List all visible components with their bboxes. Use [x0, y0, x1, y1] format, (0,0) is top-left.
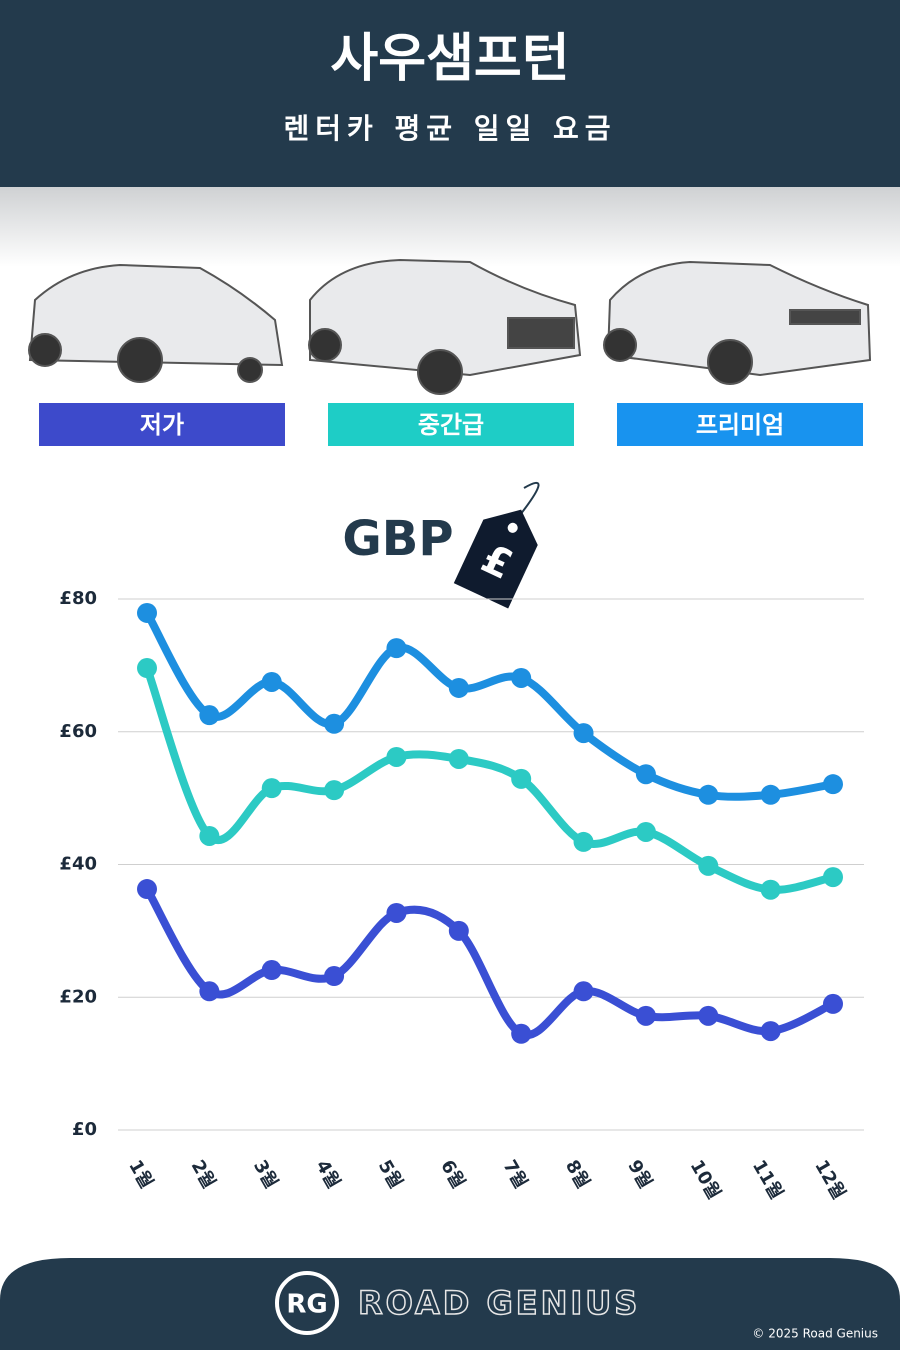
- subtitle: 렌터카 평균 일일 요금: [283, 112, 616, 145]
- data-point: [199, 705, 220, 726]
- data-point: [199, 825, 220, 846]
- legend-label: 저가: [140, 411, 184, 439]
- data-point: [386, 746, 407, 767]
- data-point: [261, 671, 282, 692]
- data-point: [137, 602, 157, 623]
- footer-bg: [0, 1258, 900, 1350]
- data-point: [573, 831, 594, 852]
- x-tick-label: 9월: [623, 1157, 656, 1193]
- legend-label: 중간급: [418, 411, 484, 439]
- y-tick-label: £80: [59, 588, 97, 609]
- car-budget: [28, 263, 284, 383]
- car-mid: [308, 258, 582, 395]
- x-tick-label: 5월: [374, 1157, 407, 1193]
- data-point: [511, 1023, 532, 1044]
- x-tick-label: 2월: [187, 1157, 220, 1193]
- currency-label: GBP: [342, 511, 453, 567]
- header-shade: [0, 187, 900, 267]
- data-point: [573, 981, 594, 1002]
- legend: 저가 중간급 프리미엄: [39, 403, 863, 446]
- data-point: [823, 867, 843, 888]
- data-point: [760, 879, 781, 900]
- data-point: [635, 1005, 656, 1026]
- data-point: [448, 677, 469, 698]
- data-point: [635, 764, 656, 785]
- data-point: [823, 993, 843, 1014]
- y-tick-label: £0: [72, 1119, 97, 1140]
- data-point: [261, 778, 282, 799]
- y-tick-label: £40: [59, 854, 97, 875]
- data-point: [324, 966, 345, 987]
- series-line: [143, 885, 837, 1040]
- car-images: [28, 258, 872, 395]
- copyright: © 2025 Road Genius: [752, 1327, 878, 1341]
- x-tick-label: 12월: [810, 1157, 849, 1204]
- x-tick-label: 8월: [561, 1157, 594, 1193]
- data-point: [261, 960, 282, 981]
- x-tick-label: 4월: [311, 1157, 344, 1193]
- logo-circle: [275, 1271, 339, 1335]
- data-point: [698, 1005, 719, 1026]
- data-point: [324, 713, 345, 734]
- x-tick-label: 3월: [249, 1157, 282, 1193]
- x-tick-label: 7월: [499, 1157, 532, 1193]
- x-tick-label: 10월: [686, 1157, 725, 1204]
- title: 사우샘프턴: [330, 29, 569, 89]
- series-line: [143, 664, 837, 894]
- data-point: [386, 902, 407, 923]
- tag-string: [519, 482, 540, 516]
- x-tick-label: 6월: [436, 1157, 469, 1193]
- data-point: [511, 768, 532, 789]
- logo-text: RG: [286, 1290, 327, 1320]
- data-point: [635, 821, 656, 842]
- y-tick-label: £60: [59, 721, 97, 742]
- data-point: [324, 780, 345, 801]
- data-point: [823, 774, 843, 795]
- legend-swatch: [328, 403, 574, 446]
- currency-badge: GBP £: [342, 482, 540, 609]
- legend-label: 프리미엄: [696, 411, 784, 439]
- data-point: [760, 784, 781, 805]
- data-point: [760, 1021, 781, 1042]
- header-bg: [0, 0, 900, 187]
- data-point: [137, 658, 157, 679]
- chart: £0 £20 £40 £60 £80 1월 2월 3월 4월 5월 6월 7월 8월 9월 10월 11월 12…: [59, 588, 864, 1203]
- data-point: [698, 784, 719, 805]
- x-tick-label: 11월: [748, 1157, 787, 1204]
- legend-swatch: [39, 403, 285, 446]
- data-point: [448, 920, 469, 941]
- legend-swatch: [617, 403, 863, 446]
- x-tick-label: 1월: [124, 1157, 157, 1193]
- y-tick-label: £20: [59, 986, 97, 1007]
- price-tag: £: [453, 509, 538, 609]
- data-point: [199, 981, 220, 1002]
- car-premium: [603, 260, 872, 385]
- data-point: [137, 879, 157, 900]
- data-point: [448, 748, 469, 769]
- data-point: [511, 667, 532, 688]
- data-point: [386, 638, 407, 659]
- data-point: [698, 855, 719, 876]
- brand-name: ROAD GENIUS: [358, 1284, 640, 1322]
- data-point: [573, 723, 594, 744]
